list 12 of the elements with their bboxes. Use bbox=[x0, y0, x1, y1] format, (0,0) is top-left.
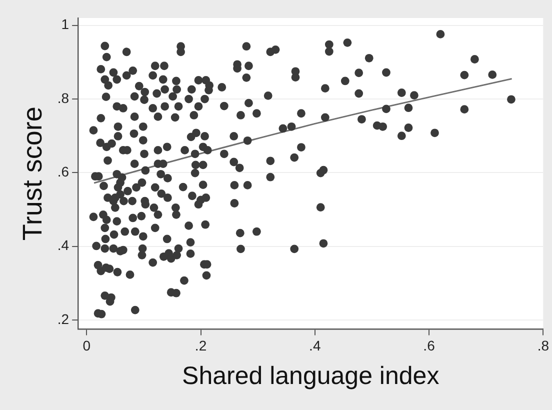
y-tick-label: .4 bbox=[57, 237, 70, 254]
x-tick-label: .2 bbox=[194, 337, 207, 354]
x-tick-label: .6 bbox=[423, 337, 436, 354]
y-tick-label: .6 bbox=[57, 164, 70, 180]
y-tick-label: 1 bbox=[61, 16, 70, 32]
x-tick-label: .8 bbox=[537, 337, 550, 354]
y-tick-label: .2 bbox=[57, 310, 70, 327]
x-tick-label: .4 bbox=[309, 337, 321, 354]
y-axis-title: Trust score bbox=[18, 106, 48, 241]
x-tick-label: 0 bbox=[82, 337, 91, 354]
y-tick-label: .8 bbox=[57, 90, 70, 106]
x-axis-title: Shared language index bbox=[182, 362, 440, 390]
